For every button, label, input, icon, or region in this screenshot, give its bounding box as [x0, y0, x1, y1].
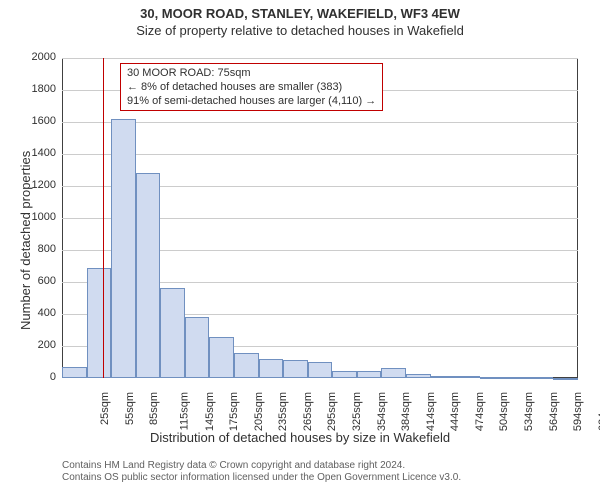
x-tick-label: 265sqm — [302, 392, 314, 431]
histogram-bar — [529, 377, 554, 379]
x-tick-label: 145sqm — [204, 392, 216, 431]
x-tick-label: 295sqm — [327, 392, 339, 431]
histogram-bar — [553, 378, 578, 380]
x-tick-label: 354sqm — [376, 392, 388, 431]
x-tick-label: 205sqm — [253, 392, 265, 431]
y-tick-label: 1600 — [24, 115, 56, 127]
x-tick-label: 25sqm — [99, 392, 111, 425]
x-tick-label: 594sqm — [572, 392, 584, 431]
histogram-bar — [431, 376, 456, 378]
histogram-bar — [62, 367, 87, 378]
histogram-bar — [259, 359, 284, 378]
y-tick-label: 0 — [24, 371, 56, 383]
x-tick-label: 325sqm — [351, 392, 363, 431]
x-tick-label: 474sqm — [474, 392, 486, 431]
infobox-line2: ← 8% of detached houses are smaller (383… — [127, 80, 376, 94]
y-tick-label: 200 — [24, 339, 56, 351]
x-tick-label: 534sqm — [523, 392, 535, 431]
histogram-bar — [160, 288, 185, 378]
page-title: 30, MOOR ROAD, STANLEY, WAKEFIELD, WF3 4… — [0, 6, 600, 21]
histogram-bar — [406, 374, 431, 378]
property-marker-line — [103, 58, 104, 378]
x-tick-label: 384sqm — [400, 392, 412, 431]
histogram-bar — [455, 376, 480, 378]
y-axis-label: Number of detached properties — [18, 151, 33, 330]
page-subtitle: Size of property relative to detached ho… — [0, 23, 600, 38]
histogram-bar — [308, 362, 333, 378]
histogram-bar — [357, 371, 382, 378]
attribution-line2: Contains OS public sector information li… — [62, 472, 461, 484]
histogram-bar — [234, 353, 259, 378]
attribution-block: Contains HM Land Registry data © Crown c… — [62, 460, 461, 484]
infobox-line1: 30 MOOR ROAD: 75sqm — [127, 66, 376, 80]
x-tick-label: 55sqm — [124, 392, 136, 425]
histogram-bar — [209, 337, 234, 378]
x-axis-label: Distribution of detached houses by size … — [0, 430, 600, 445]
histogram-bar — [283, 360, 308, 378]
x-tick-label: 85sqm — [148, 392, 160, 425]
x-tick-label: 444sqm — [449, 392, 461, 431]
x-tick-label: 564sqm — [548, 392, 560, 431]
histogram-bar — [87, 268, 112, 378]
histogram-bar — [111, 119, 136, 378]
x-tick-label: 504sqm — [499, 392, 511, 431]
attribution-line1: Contains HM Land Registry data © Crown c… — [62, 460, 461, 472]
x-tick-label: 115sqm — [178, 392, 190, 430]
x-tick-label: 235sqm — [277, 392, 289, 431]
y-tick-label: 2000 — [24, 51, 56, 63]
histogram-bar — [504, 377, 529, 379]
y-tick-label: 1800 — [24, 83, 56, 95]
histogram-bar — [332, 371, 357, 378]
x-tick-label: 414sqm — [425, 392, 437, 431]
histogram-bar — [381, 368, 406, 378]
histogram-bar — [480, 377, 505, 379]
histogram-bar — [136, 173, 161, 378]
histogram-bar — [185, 317, 210, 378]
infobox-line3: 91% of semi-detached houses are larger (… — [127, 94, 376, 108]
property-info-box: 30 MOOR ROAD: 75sqm ← 8% of detached hou… — [120, 63, 383, 111]
x-tick-label: 175sqm — [228, 392, 240, 431]
